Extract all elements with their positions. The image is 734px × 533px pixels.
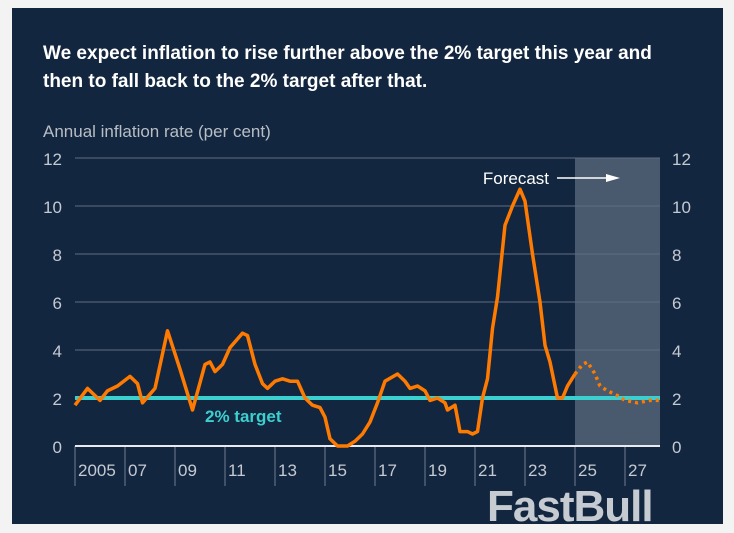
x-tick-label: 09 [178,461,197,480]
y-tick-label-right: 10 [672,198,691,217]
y-tick-label-right: 8 [672,246,681,265]
y-tick-label-left: 4 [53,342,62,361]
fastbull-watermark: FastBull [487,482,653,531]
forecast-series-line [573,360,660,405]
y-tick-label-right: 2 [672,390,681,409]
x-tick-label: 15 [328,461,347,480]
chart-title: We expect inflation to rise further abov… [43,43,652,92]
forecast-arrowhead-icon [606,174,620,182]
x-tick-label: 27 [628,461,647,480]
x-tick-label: 2005 [78,461,116,480]
y-axis-label: Annual inflation rate (per cent) [43,122,271,141]
x-tick-label: 07 [128,461,147,480]
y-tick-label-left: 8 [53,246,62,265]
y-tick-label-right: 0 [672,438,681,457]
y-tick-label-right: 6 [672,294,681,313]
y-tick-label-right: 4 [672,342,681,361]
x-tick-label: 17 [378,461,397,480]
forecast-label: Forecast [483,169,549,188]
y-tick-label-right: 12 [672,150,691,169]
x-tick-label: 23 [528,461,547,480]
y-tick-label-left: 12 [43,150,62,169]
x-tick-label: 11 [228,461,246,480]
y-tick-label-left: 0 [53,438,62,457]
y-tick-label-left: 10 [43,198,62,217]
x-tick-label: 13 [278,461,297,480]
x-tick-label: 19 [428,461,447,480]
inflation-series-line [73,187,577,448]
y-tick-label-left: 2 [53,390,62,409]
x-tick-label: 25 [578,461,597,480]
x-tick-label: 21 [478,461,497,480]
target-label: 2% target [205,407,282,426]
y-tick-label-left: 6 [53,294,62,313]
